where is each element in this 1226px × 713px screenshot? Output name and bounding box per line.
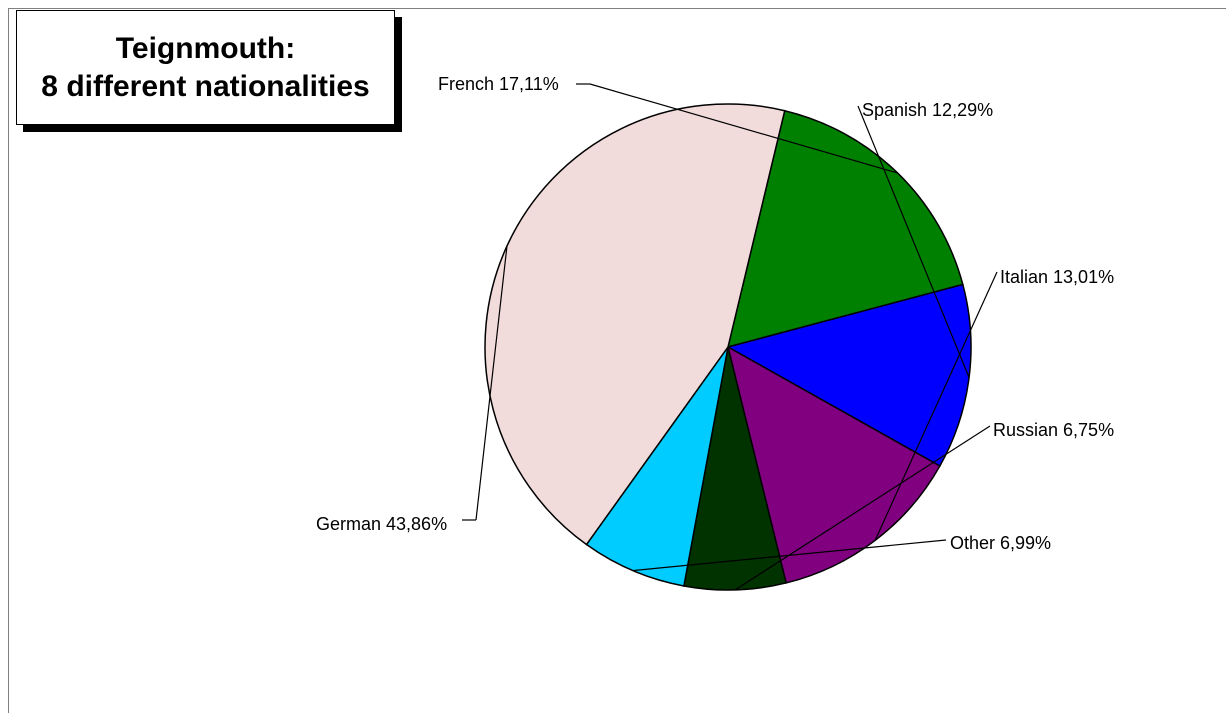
chart-frame: [8, 8, 1226, 713]
slice-label-italian: Italian 13,01%: [1000, 267, 1114, 287]
chart-title-box: Teignmouth: 8 different nationalities: [16, 10, 395, 125]
leader-line-french: [589, 83, 898, 174]
slice-label-french: French 17,11%: [438, 74, 559, 94]
pie-slices: [484, 103, 972, 591]
leader-line-other: [632, 539, 947, 572]
leader-line-italian: [874, 271, 998, 541]
slice-label-german: German 43,86%: [316, 514, 447, 534]
slice-label-russian: Russian 6,75%: [993, 420, 1114, 440]
leader-line-spanish: [857, 105, 970, 378]
leader-line-german: [475, 245, 508, 521]
slice-label-spanish: Spanish 12,29%: [862, 100, 993, 120]
leader-line-russian: [734, 425, 991, 591]
chart-title-line-1: Teignmouth:: [115, 31, 296, 65]
slice-label-other: Other 6,99%: [950, 533, 1051, 553]
chart-title-line-2: 8 different nationalities: [41, 69, 370, 103]
pie-slice-italian: [726, 345, 941, 584]
